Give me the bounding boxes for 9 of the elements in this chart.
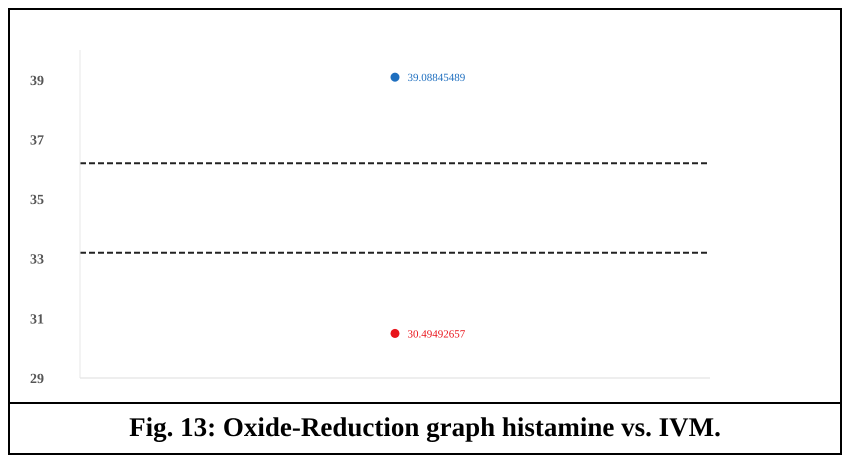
- y-tick-label: 37: [30, 133, 44, 148]
- y-tick-label: 29: [30, 372, 44, 387]
- data-label: 30.49492657: [408, 328, 466, 340]
- data-label: 39.08845489: [408, 72, 466, 84]
- y-tick-label: 31: [30, 312, 44, 328]
- y-tick-label: 35: [30, 193, 44, 208]
- y-tick-label: 39: [30, 74, 44, 89]
- text: Fig. 13: Oxide-Reduction graph histamine vs. IVM.: [128, 411, 722, 444]
- y-tick-label: 33: [30, 252, 44, 268]
